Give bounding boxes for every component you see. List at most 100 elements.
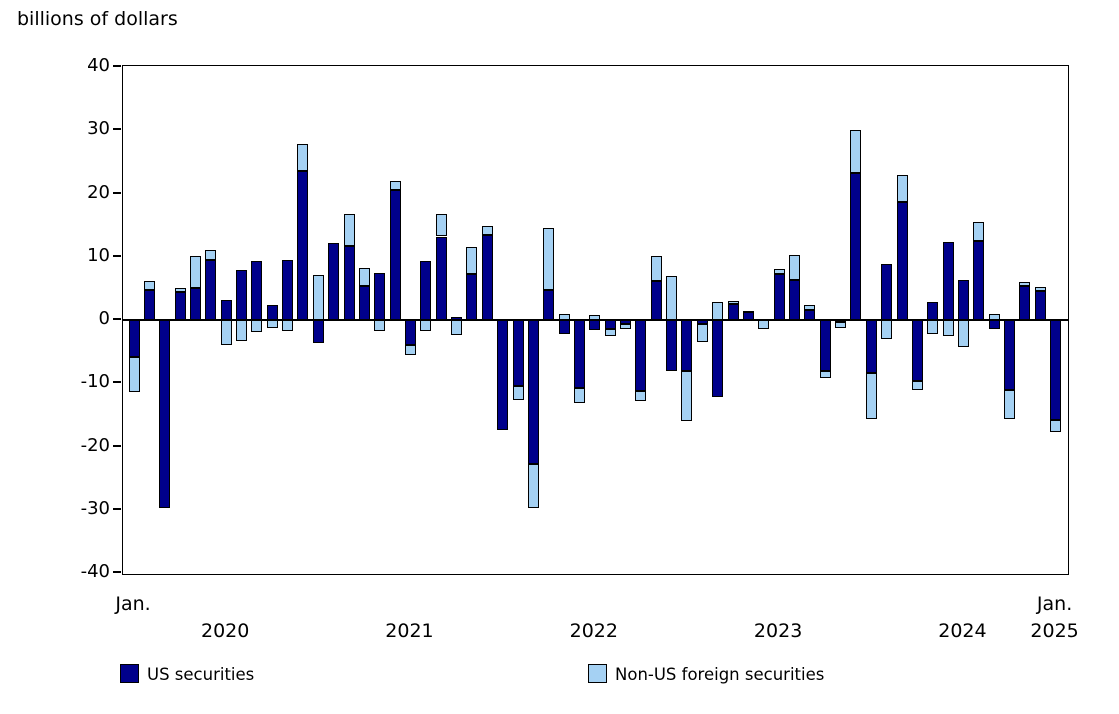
bar-oct-2022-non-us-foreign-securities (635, 391, 647, 401)
bar-jul-2022-us-securities (589, 320, 601, 331)
bar-oct-2022-us-securities (635, 320, 647, 392)
bar-aug-2021-non-us-foreign-securities (420, 320, 432, 332)
bar-feb-2020-us-securities (143, 290, 155, 320)
bar-dec-2021-us-securities (481, 235, 493, 320)
bar-dec-2021-non-us-foreign-securities (481, 225, 493, 236)
y-tick-label--30: -30 (80, 497, 110, 519)
bar-aug-2020-us-securities (236, 270, 248, 320)
bar-sep-2020-us-securities (251, 261, 263, 320)
bar-dec-2020-non-us-foreign-securities (297, 144, 309, 172)
bar-jun-2021-us-securities (389, 189, 401, 320)
y-tick--40 (113, 571, 121, 573)
bar-aug-2024-us-securities (973, 240, 985, 320)
bar-jan-2024-us-securities (865, 320, 877, 374)
bar-nov-2023-us-securities (835, 320, 847, 322)
bar-jul-2021-non-us-foreign-securities (404, 344, 416, 355)
bar-apr-2024-us-securities (911, 320, 923, 382)
bar-oct-2020-us-securities (266, 304, 278, 320)
y-tick--20 (113, 444, 121, 447)
bar-jul-2024-non-us-foreign-securities (957, 320, 969, 348)
bar-feb-2024-us-securities (881, 263, 893, 320)
bar-jul-2020-us-securities (220, 299, 232, 320)
bar-feb-2023-non-us-foreign-securities (696, 323, 708, 343)
bar-may-2022-us-securities (558, 320, 570, 334)
bar-feb-2024-non-us-foreign-securities (881, 320, 893, 339)
y-tick-30 (113, 128, 121, 131)
bar-oct-2024-us-securities (1004, 320, 1016, 391)
bar-nov-2020-non-us-foreign-securities (282, 320, 294, 331)
bar-dec-2022-non-us-foreign-securities (666, 276, 678, 320)
bar-mar-2024-non-us-foreign-securities (896, 174, 908, 203)
bar-jun-2020-non-us-foreign-securities (205, 249, 217, 260)
y-tick-label--20: -20 (80, 434, 110, 456)
bar-mar-2023-us-securities (712, 320, 724, 397)
bar-jan-2024-non-us-foreign-securities (865, 373, 877, 420)
x-label-2022-30: 2022 (569, 620, 618, 642)
bar-feb-2021-us-securities (328, 242, 340, 320)
y-tick-label--10: -10 (80, 371, 110, 393)
bar-may-2022-non-us-foreign-securities (558, 313, 570, 320)
x-label-2025-60: 2025 (1030, 620, 1079, 642)
bar-aug-2022-us-securities (604, 320, 616, 329)
bar-may-2024-us-securities (927, 302, 939, 320)
bar-nov-2021-us-securities (466, 273, 478, 320)
bar-aug-2023-non-us-foreign-securities (788, 254, 800, 280)
y-tick--30 (113, 507, 121, 510)
y-tick-0 (113, 318, 121, 320)
bar-jun-2024-us-securities (942, 241, 954, 320)
bar-oct-2020-non-us-foreign-securities (266, 320, 278, 328)
x-label-jan-60: Jan. (1036, 593, 1073, 615)
bar-feb-2023-us-securities (696, 320, 708, 324)
y-tick-label-20: 20 (87, 181, 110, 203)
bar-oct-2021-non-us-foreign-securities (451, 320, 463, 336)
bar-mar-2021-us-securities (343, 245, 355, 320)
bar-jan-2020-non-us-foreign-securities (128, 356, 140, 393)
bar-aug-2021-us-securities (420, 261, 432, 320)
bar-jun-2020-us-securities (205, 259, 217, 320)
bar-apr-2024-non-us-foreign-securities (911, 381, 923, 391)
bar-oct-2023-non-us-foreign-securities (819, 370, 831, 379)
bar-aug-2023-us-securities (788, 279, 800, 320)
bar-apr-2022-non-us-foreign-securities (543, 228, 555, 290)
bar-jul-2020-non-us-foreign-securities (220, 320, 232, 346)
bar-nov-2023-non-us-foreign-securities (835, 321, 847, 329)
y-tick-label-10: 10 (87, 244, 110, 266)
bar-apr-2023-non-us-foreign-securities (727, 301, 739, 305)
bar-aug-2022-non-us-foreign-securities (604, 328, 616, 337)
y-tick-label-30: 30 (87, 118, 110, 140)
bar-sep-2021-us-securities (435, 236, 447, 320)
bar-jul-2021-us-securities (404, 320, 416, 345)
bar-apr-2022-us-securities (543, 289, 555, 320)
bar-jun-2022-non-us-foreign-securities (573, 388, 585, 404)
x-label-2023-42: 2023 (753, 620, 803, 642)
bar-mar-2024-us-securities (896, 202, 908, 320)
bar-jan-2023-non-us-foreign-securities (681, 370, 693, 421)
bar-aug-2020-non-us-foreign-securities (236, 320, 248, 341)
bar-apr-2021-us-securities (358, 286, 370, 320)
bar-feb-2022-non-us-foreign-securities (512, 385, 524, 401)
bar-apr-2023-us-securities (727, 304, 739, 320)
bar-may-2020-us-securities (189, 288, 201, 320)
bar-apr-2021-non-us-foreign-securities (358, 268, 370, 287)
legend-swatch-us-securities (120, 664, 139, 683)
bar-sep-2021-non-us-foreign-securities (435, 214, 447, 237)
x-label-jan-0: Jan. (115, 593, 151, 615)
bar-jul-2022-non-us-foreign-securities (589, 314, 601, 320)
bar-sep-2024-us-securities (988, 320, 1000, 330)
bar-nov-2024-non-us-foreign-securities (1019, 282, 1031, 286)
bar-dec-2024-non-us-foreign-securities (1034, 287, 1046, 291)
bar-mar-2020-us-securities (159, 320, 171, 509)
bar-jan-2025-us-securities (1050, 320, 1062, 420)
bar-sep-2023-us-securities (804, 309, 816, 320)
bar-dec-2023-us-securities (850, 172, 862, 320)
bar-dec-2022-us-securities (666, 320, 678, 372)
y-tick-40 (113, 65, 121, 67)
bar-mar-2022-non-us-foreign-securities (527, 463, 539, 508)
y-tick-label--40: -40 (80, 561, 110, 582)
bar-oct-2021-us-securities (451, 316, 463, 320)
bar-jan-2020-us-securities (128, 320, 140, 357)
bar-jan-2023-us-securities (681, 320, 693, 371)
bar-nov-2022-us-securities (650, 281, 662, 320)
bar-sep-2024-non-us-foreign-securities (988, 314, 1000, 320)
